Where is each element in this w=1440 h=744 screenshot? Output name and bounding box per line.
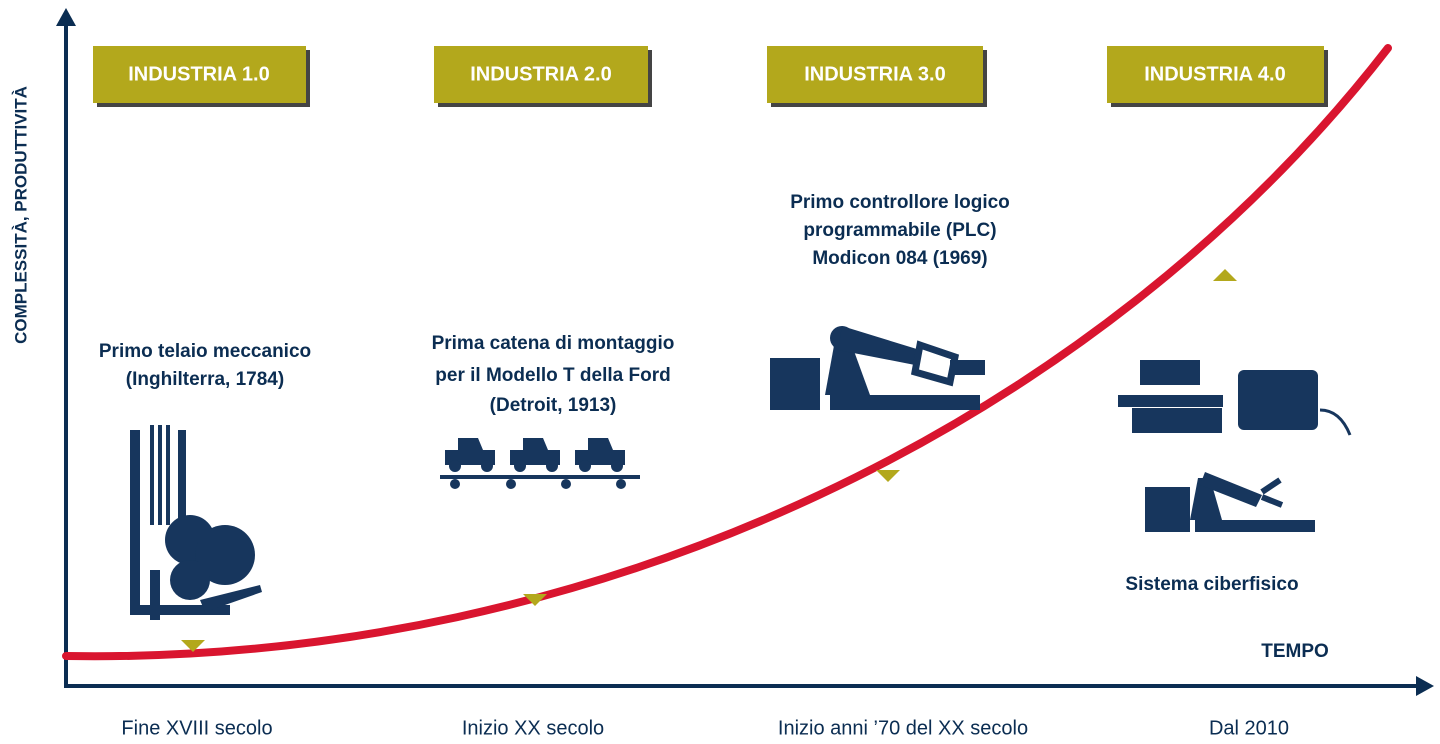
era-label: Fine XVIII secolo bbox=[121, 717, 272, 739]
markers bbox=[181, 269, 1237, 652]
x-arrow bbox=[1416, 676, 1434, 696]
badges: INDUSTRIA 1.0 INDUSTRIA 2.0 INDUSTRIA 3.… bbox=[93, 46, 1328, 107]
cyber-physical-icons bbox=[1118, 360, 1350, 532]
description: programmabile (PLC) bbox=[803, 220, 996, 241]
diagram: COMPLESSITÀ, PRODUTTIVITÀ TEMPO INDUSTRI… bbox=[0, 0, 1440, 744]
badge-label: INDUSTRIA 1.0 bbox=[128, 63, 270, 85]
description: Primo controllore logico bbox=[790, 192, 1010, 213]
era-label: Dal 2010 bbox=[1209, 717, 1289, 739]
description: Modicon 084 (1969) bbox=[812, 248, 987, 269]
era-label: Inizio anni ’70 del XX secolo bbox=[778, 717, 1028, 739]
loom-icon bbox=[130, 425, 262, 620]
description: Sistema ciberfisico bbox=[1125, 574, 1298, 595]
description: per il Modello T della Ford bbox=[435, 365, 670, 386]
description: Primo telaio meccanico bbox=[99, 341, 311, 362]
y-arrow bbox=[56, 8, 76, 26]
badge-label: INDUSTRIA 4.0 bbox=[1144, 63, 1286, 85]
badge-label: INDUSTRIA 3.0 bbox=[804, 63, 946, 85]
description: (Detroit, 1913) bbox=[490, 395, 617, 416]
description: Prima catena di montaggio bbox=[432, 333, 675, 354]
plc-robot-icon bbox=[770, 326, 985, 410]
description: (Inghilterra, 1784) bbox=[126, 369, 284, 390]
marker bbox=[1213, 269, 1237, 281]
badge-label: INDUSTRIA 2.0 bbox=[470, 63, 612, 85]
assembly-line-icon bbox=[440, 438, 640, 489]
y-axis-label: COMPLESSITÀ, PRODUTTIVITÀ bbox=[11, 86, 30, 344]
era-label: Inizio XX secolo bbox=[462, 717, 604, 739]
x-axis-label: TEMPO bbox=[1261, 641, 1329, 662]
marker bbox=[876, 470, 900, 482]
